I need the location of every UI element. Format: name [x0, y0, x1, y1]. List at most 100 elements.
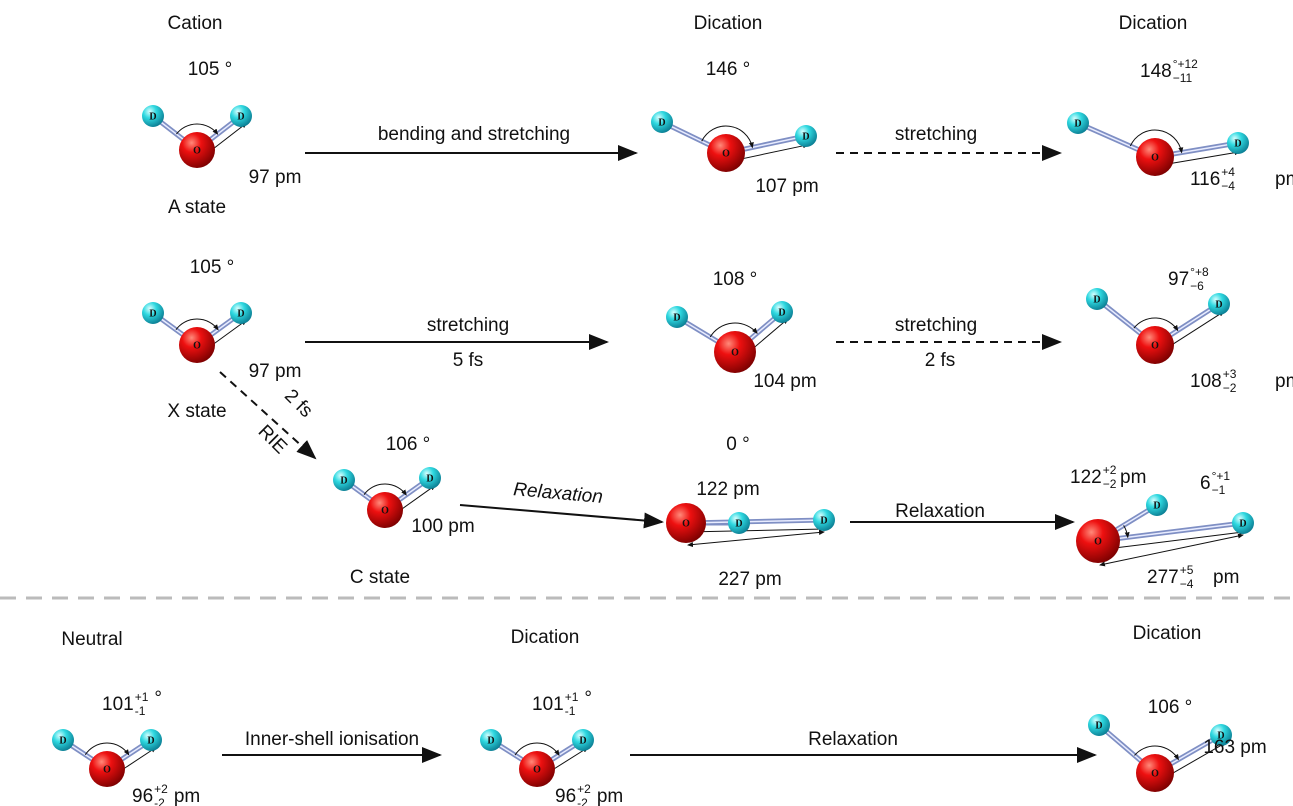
superscript: +3	[1223, 367, 1237, 381]
molecule: ODD	[480, 729, 594, 787]
atom-label: D	[149, 111, 156, 122]
measurement: 100 pm	[411, 516, 474, 537]
atom-label: D	[426, 473, 433, 484]
measurement-value: 101	[102, 694, 134, 715]
atom-label: D	[778, 307, 785, 318]
superscript: °+1	[1212, 469, 1231, 483]
bond-length	[686, 529, 824, 532]
atom-label: D	[579, 735, 586, 746]
atom-label: O	[103, 764, 111, 775]
superscript: +1	[135, 690, 149, 704]
subscript: −4	[1221, 179, 1235, 193]
atom-label: O	[1151, 340, 1159, 351]
process-label: Relaxation	[808, 729, 898, 750]
atom-label: O	[722, 148, 730, 159]
measurement: 146 °	[706, 59, 751, 80]
atom-label: D	[1093, 294, 1100, 305]
measurement-value: 0 °	[726, 434, 749, 455]
measurement: 116+4−4pm	[1190, 165, 1293, 193]
measurement-value: 96	[132, 786, 153, 806]
molecule: ODD	[666, 301, 793, 373]
atom-label: D	[1215, 299, 1222, 310]
atom-label: D	[237, 111, 244, 122]
superscript: +4	[1221, 165, 1235, 179]
measurement-value: 97 pm	[249, 361, 302, 382]
atom-label: D	[59, 735, 66, 746]
subscript: −6	[1190, 279, 1204, 293]
atom-label: O	[1151, 768, 1159, 779]
measurement: 0 °	[726, 434, 749, 455]
measurement-value: 108	[1190, 371, 1222, 392]
measurement-value: 148	[1140, 61, 1172, 82]
atom-label: O	[1094, 536, 1102, 547]
process-label: stretching	[427, 315, 509, 336]
measurement: 104 pm	[753, 371, 816, 392]
unit: pm	[174, 786, 200, 806]
measurement-value: 106 °	[386, 434, 431, 455]
atom-label: O	[682, 518, 690, 529]
process-time: 2 fs	[280, 385, 317, 422]
unit: pm	[597, 786, 623, 806]
atom-label: D	[802, 131, 809, 142]
measurement-value: 105 °	[190, 257, 235, 278]
superscript: +2	[154, 782, 168, 796]
subscript: -2	[154, 796, 165, 806]
atom-label: D	[1153, 500, 1160, 511]
subscript: −4	[1180, 577, 1194, 591]
process-time: 5 fs	[453, 350, 484, 371]
atom-label: O	[193, 145, 201, 156]
process-label: stretching	[895, 124, 977, 145]
measurement-value: 96	[555, 786, 576, 806]
molecule: O D D	[1086, 288, 1230, 364]
unit: pm	[1213, 567, 1239, 588]
superscript: +1	[565, 690, 579, 704]
bond-length	[1099, 532, 1244, 550]
atom-label: D	[1095, 720, 1102, 731]
molecule: ODD	[1076, 494, 1254, 565]
measurement: 106 °	[386, 434, 431, 455]
measurement-value: 104 pm	[753, 371, 816, 392]
arrows	[220, 153, 1095, 755]
superscript: +2	[577, 782, 591, 796]
distance-indicator	[688, 532, 824, 545]
headers: Cation Dication Dication Neutral Dicatio…	[61, 13, 1201, 650]
measurement-value: 277	[1147, 567, 1179, 588]
measurement: 148°+12−11	[1140, 57, 1198, 85]
superscript: °+12	[1173, 57, 1198, 71]
measurement-value: 97 pm	[249, 167, 302, 188]
state-label: A state	[168, 197, 226, 218]
process-label: RIE	[254, 421, 291, 458]
atom-label: D	[487, 735, 494, 746]
measurement: 106 °	[1148, 697, 1193, 718]
process-label: Relaxation	[512, 479, 603, 508]
subscript: −2	[1223, 381, 1237, 395]
subscript: -1	[135, 704, 146, 718]
process-labels: bending and stretching stretching stretc…	[245, 124, 985, 750]
unit: °	[584, 688, 592, 709]
atom-label: D	[147, 735, 154, 746]
process-time: 2 fs	[925, 350, 956, 371]
atom-label: D	[1074, 118, 1081, 129]
header: Dication	[1119, 13, 1188, 34]
unit: pm	[1120, 467, 1146, 488]
measurement-value: 106 °	[1148, 697, 1193, 718]
subscript: −2	[1103, 477, 1117, 491]
unit: pm	[1275, 169, 1293, 190]
measurement: 105 °	[188, 59, 233, 80]
header: Dication	[1133, 623, 1202, 644]
measurement: 108 °	[713, 269, 758, 290]
measurement-value: 122	[1070, 467, 1102, 488]
atom-label: O	[1151, 152, 1159, 163]
process-label: Relaxation	[895, 501, 985, 522]
header: Neutral	[61, 629, 122, 650]
measurement: 97 pm	[249, 361, 302, 382]
measurement: 227 pm	[718, 569, 781, 590]
atom-label: D	[658, 117, 665, 128]
measurement-value: 163 pm	[1203, 737, 1266, 758]
molecule: O D D	[651, 111, 817, 172]
measurement: 6°+1−1	[1200, 469, 1230, 497]
measurement-value: 6	[1200, 473, 1211, 494]
atom-label: O	[381, 505, 389, 516]
